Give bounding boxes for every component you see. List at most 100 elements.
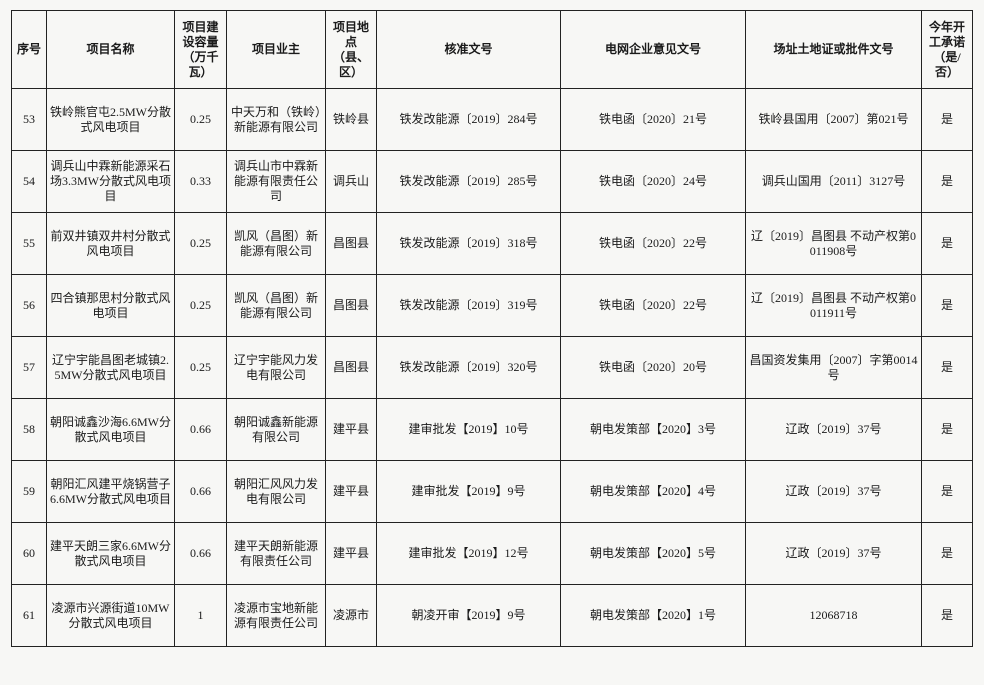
table-cell: 是 bbox=[921, 522, 973, 585]
table-cell: 建审批发【2019】10号 bbox=[376, 398, 561, 461]
table-cell: 朝凌开审【2019】9号 bbox=[376, 584, 561, 647]
table-cell: 朝电发策部【2020】4号 bbox=[560, 460, 746, 523]
table-row: 53 铁岭熊官屯2.5MW分散式风电项目 0.25 中天万和（铁岭）新能源有限公司 铁岭… bbox=[11, 88, 973, 151]
table-cell: 凯风（昌图）新能源有限公司 bbox=[226, 212, 326, 275]
table-cell: 辽政〔2019〕37号 bbox=[745, 460, 922, 523]
table-cell: 凌源市宝地新能源有限责任公司 bbox=[226, 584, 326, 647]
table-cell: 昌图县 bbox=[325, 274, 377, 337]
table-cell: 辽宁宇能昌图老城镇2.5MW分散式风电项目 bbox=[46, 336, 175, 399]
table-cell: 61 bbox=[11, 584, 47, 647]
table-row: 61 凌源市兴源街道10MW分散式风电项目 1 凌源市宝地新能源有限责任公司 凌源市 朝凌… bbox=[11, 584, 973, 647]
table-cell: 凌源市 bbox=[325, 584, 377, 647]
table-cell: 是 bbox=[921, 460, 973, 523]
table-cell: 朝电发策部【2020】1号 bbox=[560, 584, 746, 647]
table-cell: 0.25 bbox=[174, 88, 227, 151]
table-cell: 中天万和（铁岭）新能源有限公司 bbox=[226, 88, 326, 151]
header-cell: 场址土地证或批件文号 bbox=[745, 10, 922, 89]
table-cell: 0.66 bbox=[174, 522, 227, 585]
header-cell: 项目业主 bbox=[226, 10, 326, 89]
table-row: 60 建平天朗三家6.6MW分散式风电项目 0.66 建平天朗新能源有限责任公司 建平县… bbox=[11, 522, 973, 585]
table-cell: 是 bbox=[921, 274, 973, 337]
table-cell: 0.25 bbox=[174, 212, 227, 275]
table-cell: 朝阳汇风建平烧锅营子6.6MW分散式风电项目 bbox=[46, 460, 175, 523]
table-cell: 建审批发【2019】9号 bbox=[376, 460, 561, 523]
header-cell: 电网企业意见文号 bbox=[560, 10, 746, 89]
table-cell: 铁电函〔2020〕22号 bbox=[560, 212, 746, 275]
table-cell: 56 bbox=[11, 274, 47, 337]
table-cell: 调兵山国用〔2011〕3127号 bbox=[745, 150, 922, 213]
table-cell: 60 bbox=[11, 522, 47, 585]
table-row: 54 调兵山中霖新能源采石场3.3MW分散式风电项目 0.33 调兵山市中霖新能源有限… bbox=[11, 150, 973, 213]
table-cell: 是 bbox=[921, 88, 973, 151]
table-cell: 朝电发策部【2020】5号 bbox=[560, 522, 746, 585]
table-cell: 是 bbox=[921, 398, 973, 461]
table-cell: 辽政〔2019〕37号 bbox=[745, 522, 922, 585]
table-cell: 铁岭熊官屯2.5MW分散式风电项目 bbox=[46, 88, 175, 151]
table-cell: 铁电函〔2020〕22号 bbox=[560, 274, 746, 337]
table-cell: 铁岭县 bbox=[325, 88, 377, 151]
table-row: 59 朝阳汇风建平烧锅营子6.6MW分散式风电项目 0.66 朝阳汇风风力发电有限公司… bbox=[11, 460, 973, 523]
table-cell: 调兵山市中霖新能源有限责任公司 bbox=[226, 150, 326, 213]
table-cell: 铁发改能源〔2019〕320号 bbox=[376, 336, 561, 399]
table-cell: 是 bbox=[921, 212, 973, 275]
table-cell: 昌图县 bbox=[325, 336, 377, 399]
table-cell: 铁电函〔2020〕20号 bbox=[560, 336, 746, 399]
table-cell: 59 bbox=[11, 460, 47, 523]
table-row: 57 辽宁宇能昌图老城镇2.5MW分散式风电项目 0.25 辽宁宇能风力发电有限公司昌… bbox=[11, 336, 973, 399]
table-cell: 建审批发【2019】12号 bbox=[376, 522, 561, 585]
table-cell: 0.25 bbox=[174, 336, 227, 399]
table-cell: 辽政〔2019〕37号 bbox=[745, 398, 922, 461]
header-cell: 核准文号 bbox=[376, 10, 561, 89]
table-body: 53 铁岭熊官屯2.5MW分散式风电项目 0.25 中天万和（铁岭）新能源有限公司 铁岭… bbox=[11, 88, 973, 647]
table-cell: 0.66 bbox=[174, 398, 227, 461]
table-cell: 前双井镇双井村分散式风电项目 bbox=[46, 212, 175, 275]
table-cell: 铁发改能源〔2019〕319号 bbox=[376, 274, 561, 337]
table-cell: 辽宁宇能风力发电有限公司 bbox=[226, 336, 326, 399]
table-cell: 是 bbox=[921, 150, 973, 213]
table-row: 58 朝阳诚鑫沙海6.6MW分散式风电项目 0.66 朝阳诚鑫新能源有限公司 建平县 建审… bbox=[11, 398, 973, 461]
table-cell: 0.25 bbox=[174, 274, 227, 337]
table-cell: 建平天朗三家6.6MW分散式风电项目 bbox=[46, 522, 175, 585]
header-cell: 序号 bbox=[11, 10, 47, 89]
table-cell: 朝阳诚鑫新能源有限公司 bbox=[226, 398, 326, 461]
table-cell: 凯风（昌图）新能源有限公司 bbox=[226, 274, 326, 337]
header-cell: 今年开工承诺（是/否） bbox=[921, 10, 973, 89]
table-cell: 铁电函〔2020〕24号 bbox=[560, 150, 746, 213]
table-cell: 铁发改能源〔2019〕284号 bbox=[376, 88, 561, 151]
table-cell: 辽〔2019〕昌图县 不动产权第0011908号 bbox=[745, 212, 922, 275]
table-cell: 57 bbox=[11, 336, 47, 399]
table-cell: 12068718 bbox=[745, 584, 922, 647]
table-cell: 调兵山 bbox=[325, 150, 377, 213]
table-cell: 铁岭县国用〔2007〕第021号 bbox=[745, 88, 922, 151]
header-cell: 项目地点（县、区） bbox=[325, 10, 377, 89]
table-row: 56 四合镇那思村分散式风电项目 0.25 凯风（昌图）新能源有限公司 昌图县 铁发改能源… bbox=[11, 274, 973, 337]
table-cell: 铁电函〔2020〕21号 bbox=[560, 88, 746, 151]
header-cell: 项目名称 bbox=[46, 10, 175, 89]
project-table: 序号 项目名称 项目建设容量（万千瓦） 项目业主 项目地点（县、区） 核准文号 电网企业意见… bbox=[11, 10, 973, 647]
table-cell: 铁发改能源〔2019〕285号 bbox=[376, 150, 561, 213]
table-cell: 四合镇那思村分散式风电项目 bbox=[46, 274, 175, 337]
header-row: 序号 项目名称 项目建设容量（万千瓦） 项目业主 项目地点（县、区） 核准文号 电网企业意见… bbox=[11, 10, 973, 89]
table-cell: 是 bbox=[921, 336, 973, 399]
table-cell: 54 bbox=[11, 150, 47, 213]
table-cell: 昌国资发集用〔2007〕字第0014号 bbox=[745, 336, 922, 399]
table-cell: 辽〔2019〕昌图县 不动产权第0011911号 bbox=[745, 274, 922, 337]
table-cell: 建平县 bbox=[325, 522, 377, 585]
header-cell: 项目建设容量（万千瓦） bbox=[174, 10, 227, 89]
table-cell: 朝阳诚鑫沙海6.6MW分散式风电项目 bbox=[46, 398, 175, 461]
table-cell: 是 bbox=[921, 584, 973, 647]
table-cell: 0.33 bbox=[174, 150, 227, 213]
table-cell: 55 bbox=[11, 212, 47, 275]
table-cell: 建平县 bbox=[325, 460, 377, 523]
table-cell: 调兵山中霖新能源采石场3.3MW分散式风电项目 bbox=[46, 150, 175, 213]
table-cell: 建平天朗新能源有限责任公司 bbox=[226, 522, 326, 585]
table-cell: 铁发改能源〔2019〕318号 bbox=[376, 212, 561, 275]
table-cell: 昌图县 bbox=[325, 212, 377, 275]
table-row: 55 前双井镇双井村分散式风电项目 0.25 凯风（昌图）新能源有限公司 昌图县 铁发改能… bbox=[11, 212, 973, 275]
table-cell: 0.66 bbox=[174, 460, 227, 523]
table-cell: 朝电发策部【2020】3号 bbox=[560, 398, 746, 461]
table-cell: 1 bbox=[174, 584, 227, 647]
table-cell: 凌源市兴源街道10MW分散式风电项目 bbox=[46, 584, 175, 647]
table-cell: 53 bbox=[11, 88, 47, 151]
